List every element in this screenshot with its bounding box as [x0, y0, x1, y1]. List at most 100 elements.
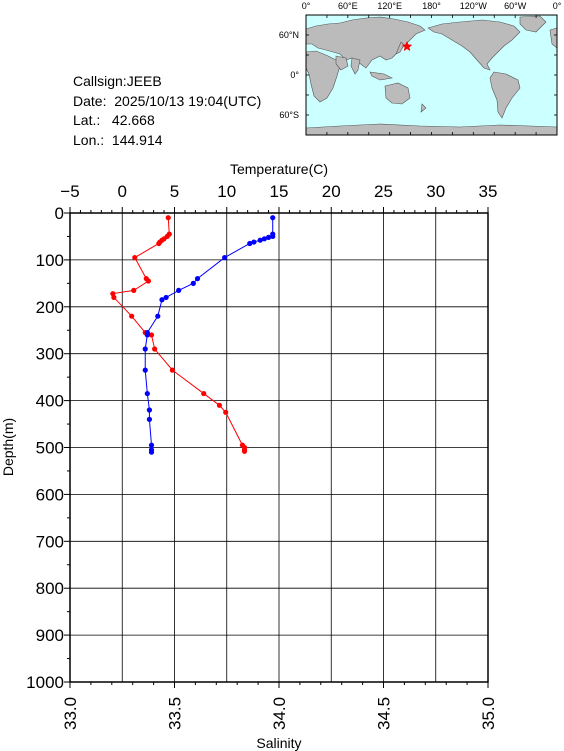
- salinity-data-point: [148, 449, 155, 455]
- map-latitude-label: 0°: [290, 70, 299, 80]
- profile-plot: −5 0 5 10 15 20 25 30 35 33.0 33.5 34.0 34.5 35.0 0 1…: [0, 161, 498, 751]
- salinity-profile-line: [144, 217, 274, 453]
- salinity-data-point: [190, 280, 196, 286]
- salinity-data-point: [251, 239, 257, 245]
- depth-tick-label: 900: [36, 626, 64, 645]
- salinity-data-point: [265, 234, 272, 240]
- salinity-tick-label: 35.0: [479, 697, 498, 730]
- plot-frame: [69, 212, 489, 683]
- temperature-tick-label: −5: [60, 182, 79, 201]
- map-land-new-zealand: [420, 103, 427, 113]
- salinity-data-point: [142, 367, 148, 373]
- temperature-tick-label: 15: [270, 182, 289, 201]
- map-land-greenland: [519, 15, 547, 33]
- map-latitude-label: 60°N: [279, 30, 299, 40]
- salinity-data-point: [144, 390, 150, 397]
- temperature-data-point: [111, 294, 117, 301]
- salinity-data-point: [270, 215, 276, 221]
- temperature-data-point: [152, 346, 158, 352]
- salinity-data-point: [142, 346, 148, 352]
- world-map: 0° 60°E 120°E 180° 120°W 60°W 0° 60°N 0° 60°S: [279, 1, 562, 136]
- depth-tick-label: 400: [36, 392, 64, 411]
- salinity-data-point: [144, 332, 150, 338]
- salinity-tick-label: 34.0: [270, 697, 289, 730]
- salinity-data-point: [146, 416, 153, 422]
- temperature-data-point: [156, 240, 162, 247]
- station-info: Callsign:JEEB Date: 2025/10/13 19:04(UTC…: [73, 72, 261, 150]
- salinity-data-point: [247, 240, 253, 247]
- salinity-tick-label: 34.5: [375, 697, 394, 730]
- salinity-data-point: [159, 297, 165, 303]
- salinity-data-point: [163, 294, 169, 301]
- temperature-tick-labels: −5 0 5 10 15 20 25 30 35: [60, 182, 497, 201]
- depth-tick-label: 100: [36, 251, 64, 270]
- map-land-eurasia: [305, 16, 426, 69]
- temperature-tick-label: 35: [479, 182, 498, 201]
- temperature-data-point: [241, 448, 248, 454]
- temperature-data-point: [148, 332, 155, 338]
- salinity-tick-label: 33.5: [166, 697, 185, 730]
- temperature-axis-label: Temperature(C): [230, 161, 328, 177]
- salinity-data-point: [148, 442, 155, 448]
- temperature-tick-label: 10: [217, 182, 236, 201]
- temperature-tick-label: 0: [118, 182, 127, 201]
- temperature-data-point: [201, 390, 207, 397]
- temperature-tick-label: 25: [374, 182, 393, 201]
- depth-tick-labels: 0 100 200 300 400 500 600 700 800 900 1000: [26, 204, 64, 692]
- temperature-data-point: [165, 215, 171, 221]
- depth-tick-label: 800: [36, 579, 64, 598]
- map-longitude-label: 60°E: [338, 1, 358, 11]
- temperature-data-point: [216, 402, 223, 408]
- temperature-data-point: [132, 254, 138, 261]
- depth-tick-label: 300: [36, 345, 64, 364]
- map-land-africa: [305, 50, 341, 103]
- map-land-india: [350, 57, 361, 75]
- salinity-data-point: [194, 276, 201, 282]
- temperature-profile-line: [112, 217, 246, 452]
- map-land-south-america: [489, 71, 521, 119]
- salinity-tick-label: 33.0: [61, 697, 80, 730]
- depth-tick-label: 200: [36, 298, 64, 317]
- salinity-data-point: [176, 287, 182, 293]
- depth-tick-label: 700: [36, 532, 64, 551]
- depth-tick-label: 500: [36, 439, 64, 458]
- salinity-data-point: [261, 236, 267, 242]
- map-longitude-label: 60°W: [504, 1, 527, 11]
- temperature-data-point: [223, 409, 229, 415]
- map-longitude-label: 0°: [553, 1, 562, 11]
- map-land-indonesia: [369, 71, 393, 81]
- plot-grid: [69, 212, 489, 683]
- map-land-australia: [384, 82, 411, 105]
- map-latitude-labels: 60°N 0° 60°S: [279, 30, 300, 120]
- salinity-tick-labels: 33.0 33.5 34.0 34.5 35.0: [61, 697, 498, 730]
- salinity-axis-label: Salinity: [256, 735, 301, 751]
- map-longitude-labels: 0° 60°E 120°E 180° 120°W 60°W 0°: [302, 1, 562, 11]
- series-layer: [110, 215, 276, 455]
- map-longitude-label: 120°W: [460, 1, 488, 11]
- temperature-data-point: [169, 367, 176, 373]
- map-longitude-label: 120°E: [377, 1, 402, 11]
- temperature-tick-label: 5: [170, 182, 179, 201]
- map-latitude-label: 60°S: [279, 110, 299, 120]
- map-longitude-label: 180°: [422, 1, 441, 11]
- date-text: Date: 2025/10/13 19:04(UTC): [73, 92, 262, 109]
- latitude-text: Lat.: 42.668: [73, 112, 155, 128]
- map-land-north-america: [427, 19, 521, 71]
- depth-tick-label: 1000: [26, 673, 64, 692]
- depth-tick-label: 0: [55, 204, 64, 223]
- temperature-data-point: [145, 278, 151, 284]
- salinity-data-point: [155, 313, 161, 319]
- salinity-data-point: [222, 254, 228, 261]
- salinity-data-point: [270, 233, 276, 240]
- star-icon: [401, 40, 413, 52]
- map-land-arabia: [335, 55, 349, 71]
- depth-tick-label: 600: [36, 485, 64, 504]
- map-longitude-label: 0°: [302, 1, 311, 11]
- depth-axis-label: Depth(m): [0, 418, 16, 476]
- callsign-text: Callsign:JEEB: [73, 73, 162, 89]
- station-marker: [401, 40, 413, 52]
- temperature-tick-label: 20: [322, 182, 341, 201]
- temperature-data-point: [131, 287, 137, 293]
- salinity-data-point: [257, 237, 263, 243]
